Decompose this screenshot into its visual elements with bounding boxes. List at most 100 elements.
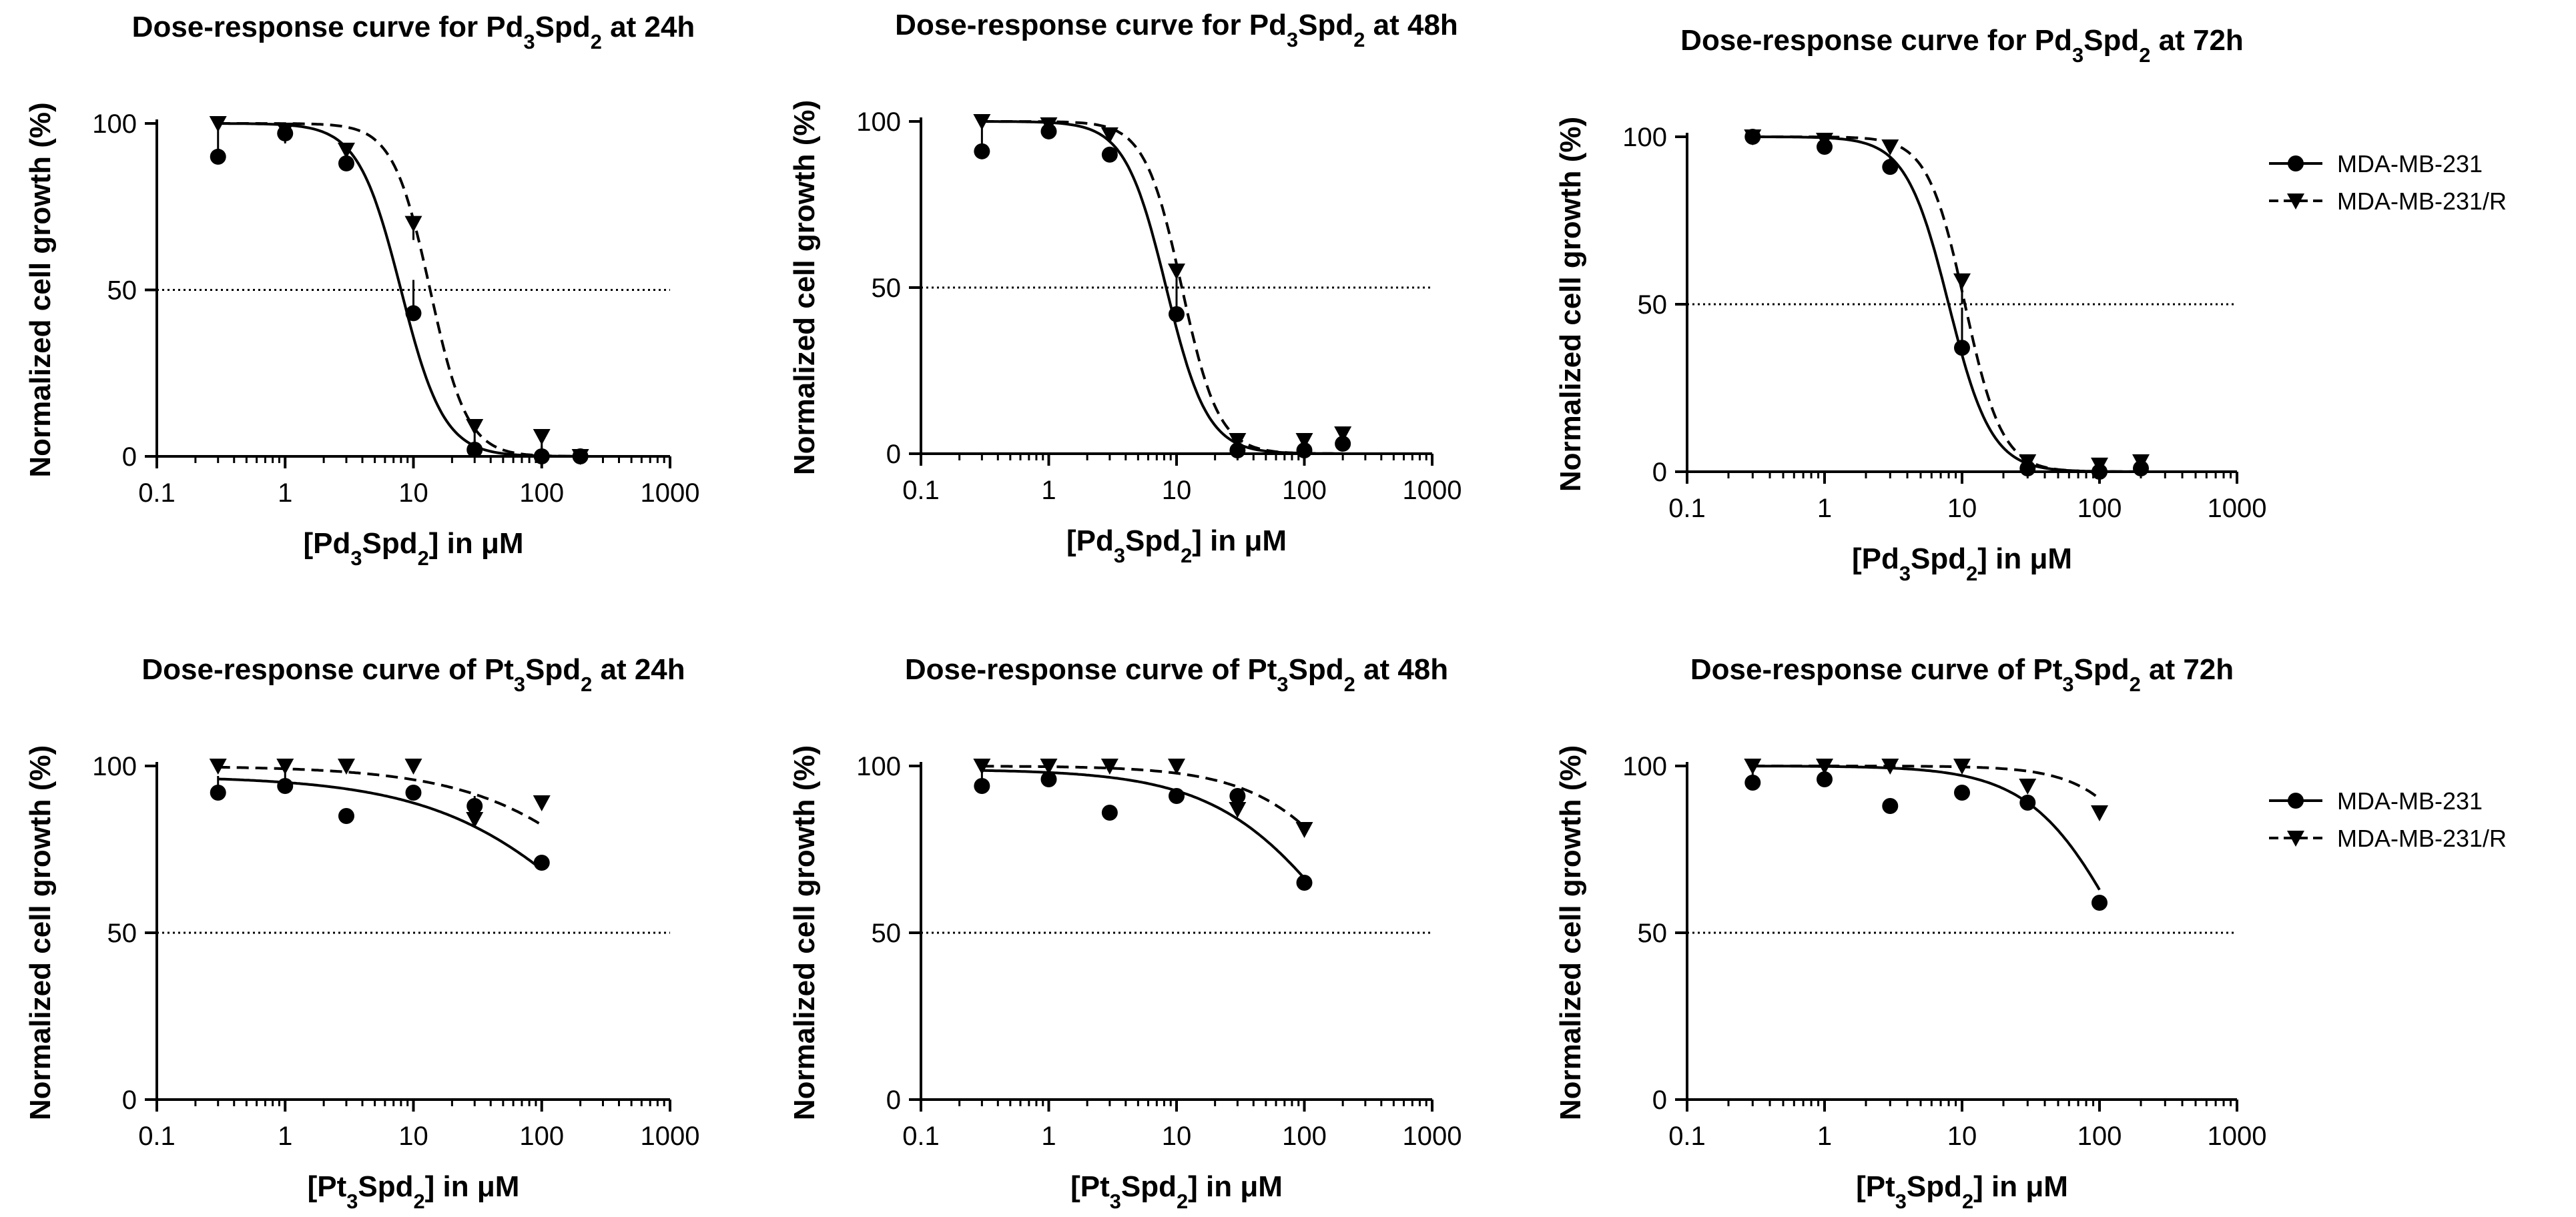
chart-panel-1: Dose-response curve for Pd3Spd2 at 24h 0.…	[24, 11, 699, 570]
series-mda-mb-231-r	[973, 113, 1352, 455]
series-mda-mb-231-r	[209, 758, 551, 828]
x-tick-label: 100	[2077, 1122, 2122, 1151]
x-tick-label: 1	[278, 1122, 292, 1151]
data-point	[1169, 306, 1185, 322]
data-point	[210, 148, 226, 165]
y-tick-label: 50	[107, 919, 137, 948]
x-tick-label: 10	[1162, 476, 1192, 505]
x-tick-label: 100	[519, 1122, 564, 1151]
y-tick-label: 50	[1638, 290, 1668, 320]
data-point	[973, 758, 991, 775]
x-tick-label: 0.1	[1668, 494, 1706, 523]
x-tick-label: 10	[1162, 1122, 1192, 1151]
x-tick-label: 1	[278, 478, 292, 508]
chart-title: Dose-response curve of Pt3Spd2 at 24h	[141, 653, 685, 696]
fit-curve	[218, 765, 543, 827]
x-tick-label: 1	[1041, 476, 1056, 505]
data-point	[2091, 457, 2108, 474]
chart-panel-6: Dose-response curve of Pt3Spd2 at 72h 0.1…	[1554, 653, 2507, 1213]
fit-curve	[1752, 765, 2101, 800]
chart-title: Dose-response curve for Pd3Spd2 at 72h	[1680, 24, 2244, 67]
data-point	[1101, 146, 1118, 163]
data-point	[1334, 426, 1352, 443]
data-point	[404, 216, 422, 232]
data-point	[1744, 775, 1761, 791]
y-tick-label: 50	[1638, 919, 1668, 948]
data-point	[1295, 433, 1313, 450]
legend-circle-marker	[2288, 155, 2304, 171]
y-axis-label: Normalized cell growth (%)	[24, 745, 57, 1120]
x-tick-label: 0.1	[902, 1122, 940, 1151]
data-point	[209, 115, 227, 132]
series-mda-mb-231	[210, 773, 550, 871]
data-point	[2019, 795, 2036, 811]
chart-title: Dose-response curve of Pt3Spd2 at 48h	[905, 653, 1448, 696]
x-axis-label: [Pt3Spd2] in μM	[1070, 1170, 1283, 1213]
data-point	[1881, 139, 1899, 156]
chart-panel-3: Dose-response curve for Pd3Spd2 at 72h 0.…	[1554, 24, 2507, 585]
data-point	[405, 785, 422, 801]
legend-label: MDA-MB-231/R	[2337, 187, 2507, 215]
data-point	[2091, 805, 2108, 821]
y-tick-label: 100	[856, 107, 901, 137]
data-point	[533, 429, 551, 446]
x-tick-label: 1	[1817, 1122, 1832, 1151]
x-tick-label: 0.1	[138, 1122, 176, 1151]
y-tick-label: 100	[92, 109, 137, 139]
data-point	[1744, 129, 1762, 145]
data-point	[1040, 771, 1057, 787]
x-tick-label: 10	[1947, 1122, 1977, 1151]
data-point	[973, 113, 991, 130]
data-point	[405, 305, 422, 322]
data-point	[1953, 273, 1971, 290]
data-point	[209, 758, 227, 775]
series-mda-mb-231-r	[973, 758, 1313, 838]
x-tick-label: 10	[398, 478, 428, 508]
y-tick-label: 0	[122, 1086, 137, 1115]
data-point	[337, 758, 355, 775]
data-point	[276, 758, 294, 775]
data-point	[974, 143, 990, 159]
x-tick-label: 1000	[1403, 1122, 1462, 1151]
x-tick-label: 1000	[2208, 494, 2267, 523]
data-point	[466, 798, 483, 814]
x-tick-label: 100	[1282, 476, 1327, 505]
y-tick-label: 50	[107, 276, 137, 306]
x-tick-label: 0.1	[1668, 1122, 1706, 1151]
x-tick-label: 1000	[641, 478, 700, 508]
data-point	[1040, 758, 1058, 775]
data-point	[1296, 875, 1313, 891]
fit-curve	[982, 120, 1343, 455]
x-tick-label: 1000	[2208, 1122, 2267, 1151]
x-tick-label: 100	[1282, 1122, 1327, 1151]
data-point	[277, 778, 294, 794]
x-axis-label: [Pd3Spd2] in μM	[1852, 542, 2072, 585]
series-mda-mb-231-r	[1744, 129, 2150, 474]
x-axis-label: [Pd3Spd2] in μM	[1066, 524, 1287, 567]
x-axis-label: [Pt3Spd2] in μM	[308, 1170, 520, 1213]
chart-panel-2: Dose-response curve for Pd3Spd2 at 48h 0.…	[788, 9, 1462, 567]
data-point	[2019, 778, 2037, 795]
data-point	[1954, 340, 1970, 356]
data-point	[1100, 127, 1118, 143]
chart-title: Dose-response curve of Pt3Spd2 at 72h	[1690, 653, 2234, 696]
data-point	[466, 811, 484, 828]
data-point	[1744, 758, 1762, 775]
data-point	[1954, 785, 1970, 801]
data-point	[1816, 132, 1833, 149]
data-point	[466, 419, 484, 436]
y-tick-label: 0	[1652, 458, 1667, 487]
data-point	[1882, 159, 1899, 175]
y-tick-label: 100	[92, 752, 137, 781]
data-point	[1816, 758, 1833, 775]
legend-label: MDA-MB-231	[2337, 150, 2483, 177]
chart-panel-5: Dose-response curve of Pt3Spd2 at 48h 0.1…	[788, 653, 1462, 1213]
legend-label: MDA-MB-231/R	[2337, 825, 2507, 852]
legend: MDA-MB-231 MDA-MB-231/R	[2269, 150, 2507, 215]
y-tick-label: 50	[872, 919, 902, 948]
y-axis-label: Normalized cell growth (%)	[788, 100, 821, 475]
fit-curve	[1752, 135, 2141, 473]
y-axis-label: Normalized cell growth (%)	[1554, 745, 1587, 1120]
data-point	[1881, 758, 1899, 775]
x-tick-label: 10	[1947, 494, 1977, 523]
